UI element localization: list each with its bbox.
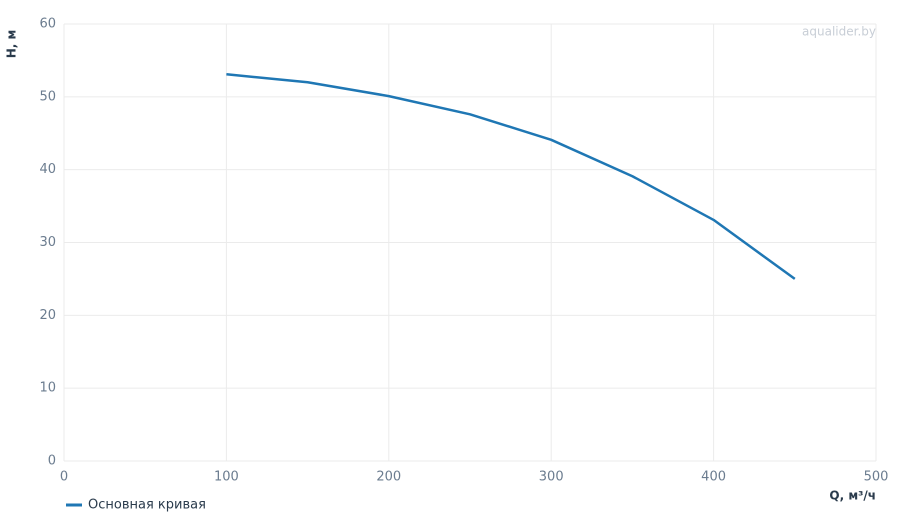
x-tick-label: 400 xyxy=(701,470,726,485)
legend-label: Основная кривая xyxy=(88,498,206,513)
x-tick-label: 0 xyxy=(60,470,68,485)
watermark: aqualider.by xyxy=(802,25,876,39)
y-tick-label: 0 xyxy=(48,454,56,469)
y-tick-label: 20 xyxy=(39,308,56,323)
x-tick-label: 300 xyxy=(539,470,564,485)
y-tick-label: 60 xyxy=(39,17,56,32)
y-tick-label: 30 xyxy=(39,235,56,250)
x-tick-label: 100 xyxy=(214,470,239,485)
x-axis-title: Q, м³/ч xyxy=(829,489,876,503)
x-tick-label: 200 xyxy=(376,470,401,485)
y-axis-title: H, м xyxy=(5,30,19,59)
data-line xyxy=(226,73,796,280)
y-tick-label: 10 xyxy=(39,381,56,396)
x-tick-label: 500 xyxy=(864,470,889,485)
y-tick-label: 40 xyxy=(39,162,56,177)
y-tick-label: 50 xyxy=(39,89,56,104)
